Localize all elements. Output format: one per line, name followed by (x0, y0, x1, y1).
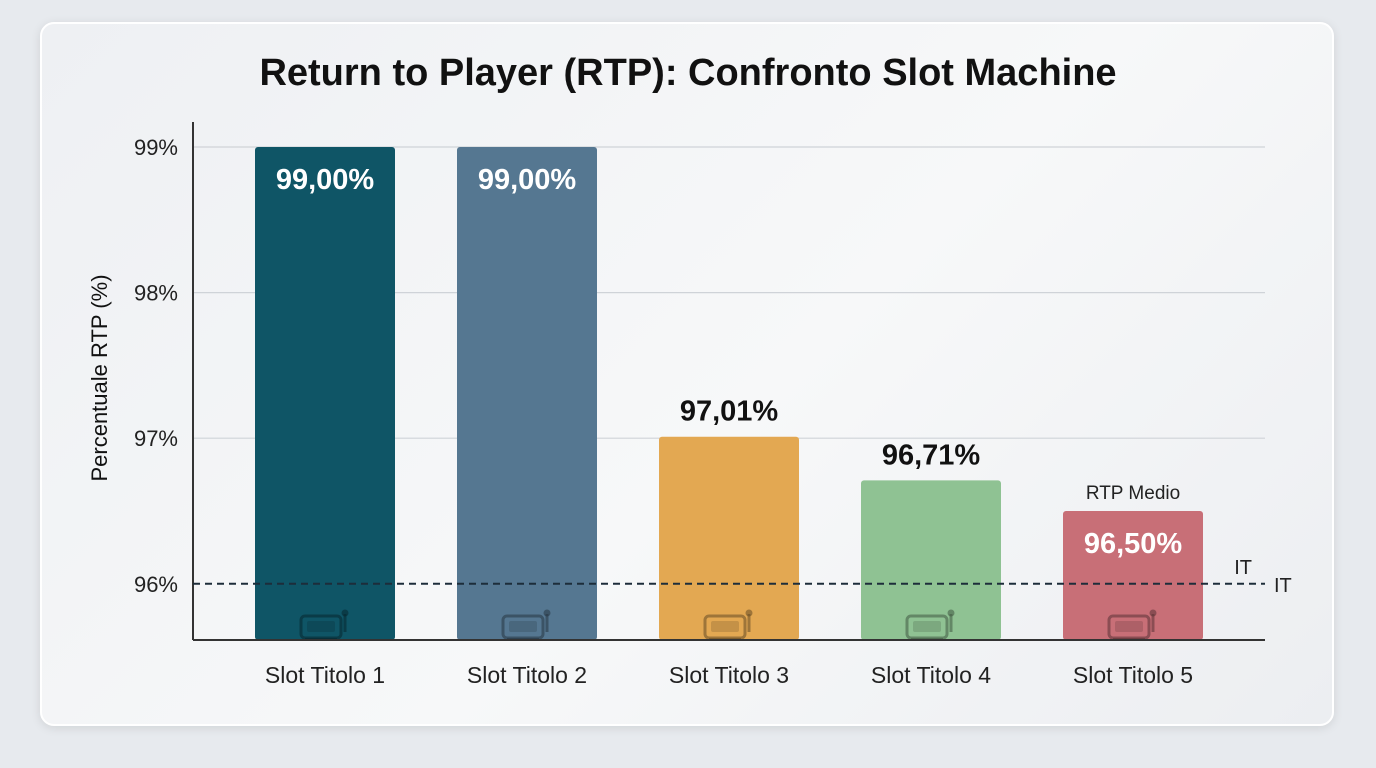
y-axis-label: Percentuale RTP (%) (87, 274, 112, 481)
bar (659, 436, 799, 640)
y-tick-label: 96% (134, 572, 178, 597)
bar-annotation: RTP Medio (1086, 483, 1180, 504)
y-axis-ticks: 96% 97% 98% 99% (134, 135, 178, 597)
data-label: 97,01% (680, 396, 779, 428)
x-tick-label: Slot Titolo 4 (871, 662, 991, 688)
bars: 99,00% 99,00% 97,01% 96,71% 96,50% RTP Medio (255, 147, 1203, 641)
bar-group: 97,01% (659, 396, 799, 641)
data-label: 96,71% (882, 439, 981, 471)
x-tick-label: Slot Titolo 1 (265, 662, 385, 688)
x-tick-label: Slot Titolo 3 (669, 662, 789, 688)
chart-title: Return to Player (RTP): Confronto Slot M… (259, 52, 1117, 94)
reference-line-label: IT (1234, 557, 1252, 579)
bar-group: 99,00% (457, 147, 597, 641)
x-tick-label: Slot Titolo 2 (467, 662, 587, 688)
data-label: 99,00% (478, 164, 577, 196)
bar (1063, 511, 1203, 640)
x-tick-label: Slot Titolo 5 (1073, 662, 1193, 688)
data-label: 99,00% (276, 164, 375, 196)
slot-machine-icon (501, 609, 551, 641)
bar-group: 96,50% RTP Medio (1063, 483, 1203, 641)
y-tick-label: 99% (134, 135, 178, 160)
reference-line: IT IT (193, 557, 1292, 597)
x-axis-categories: Slot Titolo 1 Slot Titolo 2 Slot Titolo 3 S… (265, 662, 1193, 688)
bar (457, 147, 597, 640)
y-tick-label: 98% (134, 281, 178, 306)
bar (255, 147, 395, 640)
data-label: 96,50% (1084, 528, 1183, 560)
reference-line-label-right: IT (1274, 575, 1292, 597)
y-tick-label: 97% (134, 426, 178, 451)
bar-group: 99,00% (255, 147, 395, 641)
bar-group: 96,71% (861, 439, 1001, 641)
bar (861, 480, 1001, 640)
